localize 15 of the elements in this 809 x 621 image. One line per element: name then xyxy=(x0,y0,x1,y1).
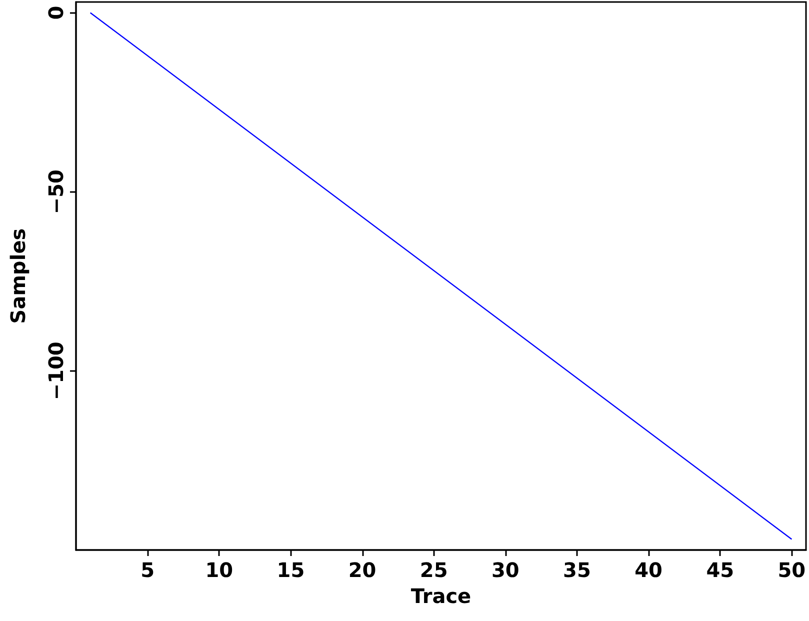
x-tick-label: 30 xyxy=(491,558,520,582)
y-tick-label: −100 xyxy=(44,342,68,400)
x-tick-label: 35 xyxy=(563,558,591,582)
x-tick-label: 25 xyxy=(420,558,448,582)
x-tick-label: 40 xyxy=(634,558,662,582)
x-tick-label: 10 xyxy=(205,558,234,582)
x-tick-label: 50 xyxy=(778,558,806,582)
y-tick-label: −50 xyxy=(44,170,68,214)
x-tick-label: 20 xyxy=(348,558,376,582)
x-tick-label: 15 xyxy=(276,558,305,582)
x-tick-label: 5 xyxy=(140,558,155,582)
y-axis-title: Samples xyxy=(6,228,30,324)
x-tick-label: 45 xyxy=(706,558,734,582)
x-axis-title: Trace xyxy=(410,584,472,608)
y-tick-label: 0 xyxy=(44,6,68,20)
